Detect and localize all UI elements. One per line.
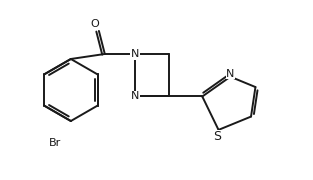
Text: Br: Br [49,138,61,148]
Text: N: N [131,49,139,59]
Text: S: S [213,130,221,143]
Text: O: O [91,19,100,29]
Text: N: N [131,91,139,102]
Text: N: N [226,69,234,79]
